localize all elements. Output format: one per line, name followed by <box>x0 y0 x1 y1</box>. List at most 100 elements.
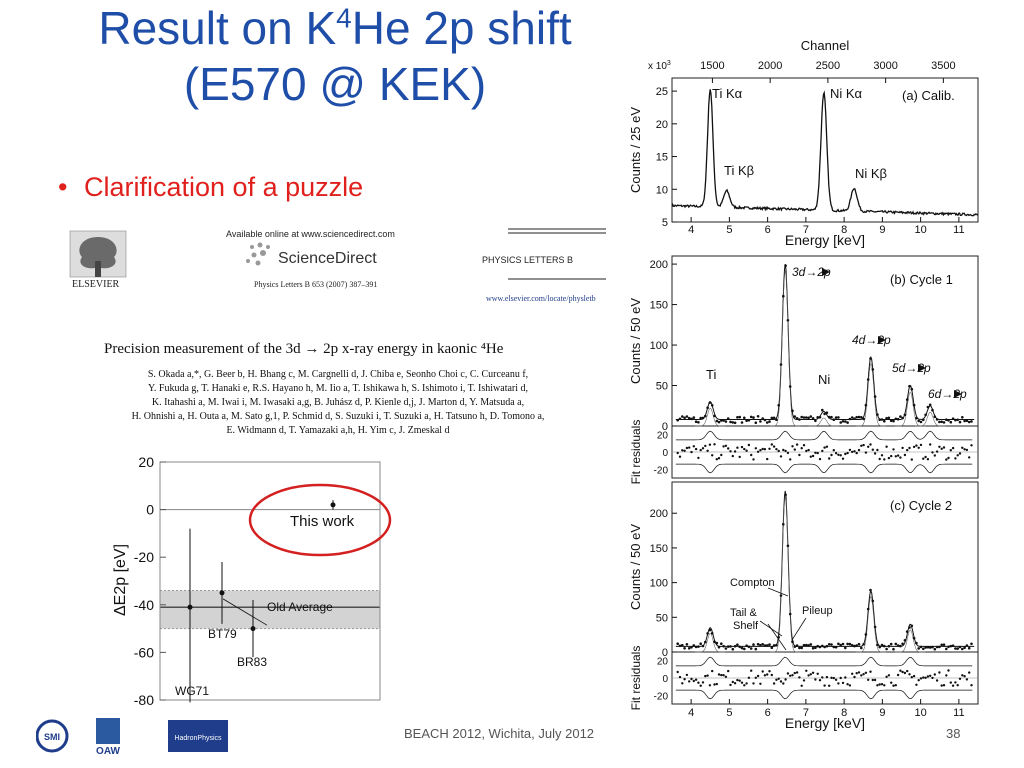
y-tick-label: 0 <box>662 421 668 433</box>
cycle2-residual-point <box>917 679 920 682</box>
x-tick-label: 5 <box>726 707 732 719</box>
cycle1-data-point <box>708 401 712 404</box>
cycle1-residual-point <box>862 443 865 447</box>
cycle1-residual-point <box>745 449 748 452</box>
label-ni: Ni <box>818 372 830 387</box>
old-average-band <box>160 590 380 629</box>
cycle1-residual-point <box>811 454 815 458</box>
arrow-icon <box>954 390 962 398</box>
y-tick-label: 15 <box>656 152 668 164</box>
cycle1-residual-point <box>951 446 955 450</box>
cycle2-data-point <box>694 645 698 649</box>
cycle1-data-point <box>967 420 971 424</box>
cycle2-residual-point <box>761 670 764 673</box>
cycle1-residual-point <box>775 448 778 451</box>
bullet-item: • Clarification of a puzzle <box>58 172 363 203</box>
cycle1-residual-point <box>828 457 831 460</box>
cycle2-residual-point <box>793 671 796 675</box>
cycle1-data-point <box>798 418 801 421</box>
cycle2-residual-point <box>873 678 877 682</box>
cycle1-residual-point <box>844 452 847 456</box>
point-label: BT79 <box>208 627 237 641</box>
cycle2-data-point <box>681 643 684 647</box>
cycle1-data-point <box>940 420 943 424</box>
cycle2-residual-point <box>782 682 785 685</box>
available-online: Available online at www.sciencedirect.co… <box>226 229 395 239</box>
cycle2-data-point <box>809 643 813 646</box>
cycle1-data-point <box>825 411 829 415</box>
label-leader <box>222 598 268 626</box>
cycle2-data-point <box>938 645 941 649</box>
cycle1-residual-point <box>938 445 941 448</box>
cycle2-data-point <box>839 643 842 647</box>
cycle2-data-point <box>857 642 861 646</box>
cycle1-residual-point <box>791 445 794 448</box>
residual-tick-label: -20 <box>654 691 669 702</box>
cycle2-residual-point <box>885 675 888 678</box>
cycle1-residual-point <box>958 452 962 455</box>
cycle1-residual-point <box>929 443 932 446</box>
cycle2-residual-point <box>752 682 755 685</box>
cycle1-data-point <box>821 408 824 412</box>
cycle2-data-point <box>853 644 856 648</box>
cycle1-data-point <box>713 414 716 418</box>
cycle2-data-point <box>788 612 792 616</box>
cycle2-data-point <box>738 645 741 649</box>
title-line-2: (E570 @ KEK) <box>183 58 487 110</box>
cycle1-data-point <box>676 418 679 422</box>
cycle1-fit-line <box>675 264 975 420</box>
cycle1-component-line <box>855 362 887 427</box>
cycle2-residual-point <box>720 673 723 677</box>
label-3d-2p: 3d→2p <box>792 265 831 279</box>
cycle2-residual-point <box>839 676 842 680</box>
cycle2-data-point <box>805 643 808 647</box>
peak-label: Ti Kβ <box>724 163 754 178</box>
cycle1-data-point <box>733 421 737 425</box>
cycle1-data-point <box>724 420 728 423</box>
cycle2-data-point <box>956 647 959 650</box>
oaw-logo-icon: OAW <box>96 718 121 757</box>
cycle1-data-point <box>729 420 732 424</box>
cycle2-data-point <box>763 644 767 647</box>
cycle1-residual-point <box>871 448 874 451</box>
cycle2-data-point <box>864 633 868 636</box>
svg-text:HadronPhysics: HadronPhysics <box>174 735 222 742</box>
cycle2-data-point <box>761 643 764 646</box>
cycle2-data-point <box>720 642 723 645</box>
cycle1-residual-point <box>940 447 943 450</box>
cycle1-residual-point <box>830 453 833 457</box>
cycle1-data-point <box>765 421 769 424</box>
calibration-spectrum-line <box>671 89 979 217</box>
cycle2-residual-envelope <box>675 656 973 667</box>
cycle1-residual-point <box>752 458 755 461</box>
author-line: Y. Fukuda g, T. Hanaki e, R.S. Hayano h,… <box>148 383 528 394</box>
cycle2-residual-point <box>814 678 817 681</box>
cycle2-data-point <box>676 642 679 645</box>
cycle1-residual-point <box>885 445 888 448</box>
point-label: BR83 <box>237 655 267 669</box>
cycle1-residual-point <box>800 447 803 450</box>
cycle2-residual-point <box>717 673 721 676</box>
cycle2-residual-point <box>938 671 941 674</box>
y-tick-label: 10 <box>656 184 668 196</box>
cycle2-data-point <box>827 643 831 646</box>
cycle1-data-point <box>805 416 808 419</box>
cycle2-data-point <box>775 643 778 647</box>
cycle1-residual-point <box>945 458 948 461</box>
cycle1-data-point <box>775 418 778 422</box>
cycle2-data-point <box>945 647 948 651</box>
cycle2-residual-point <box>963 675 966 678</box>
cycle2-data-point <box>896 644 900 647</box>
cycle1-data-point <box>961 416 964 419</box>
cycle1-data-point <box>862 417 865 421</box>
y-tick-label: -60 <box>134 644 154 660</box>
cycle1-data-point <box>743 416 746 420</box>
cycle1-residual-point <box>949 449 952 452</box>
cycle1-data-point <box>945 418 948 422</box>
cycle1-data-point <box>853 417 856 421</box>
cycle1-residual-point <box>736 446 739 449</box>
cycle1-residual-point <box>933 454 936 457</box>
cycle1-data-point <box>793 415 797 418</box>
citation: Physics Letters B 653 (2007) 387–391 <box>254 280 377 289</box>
